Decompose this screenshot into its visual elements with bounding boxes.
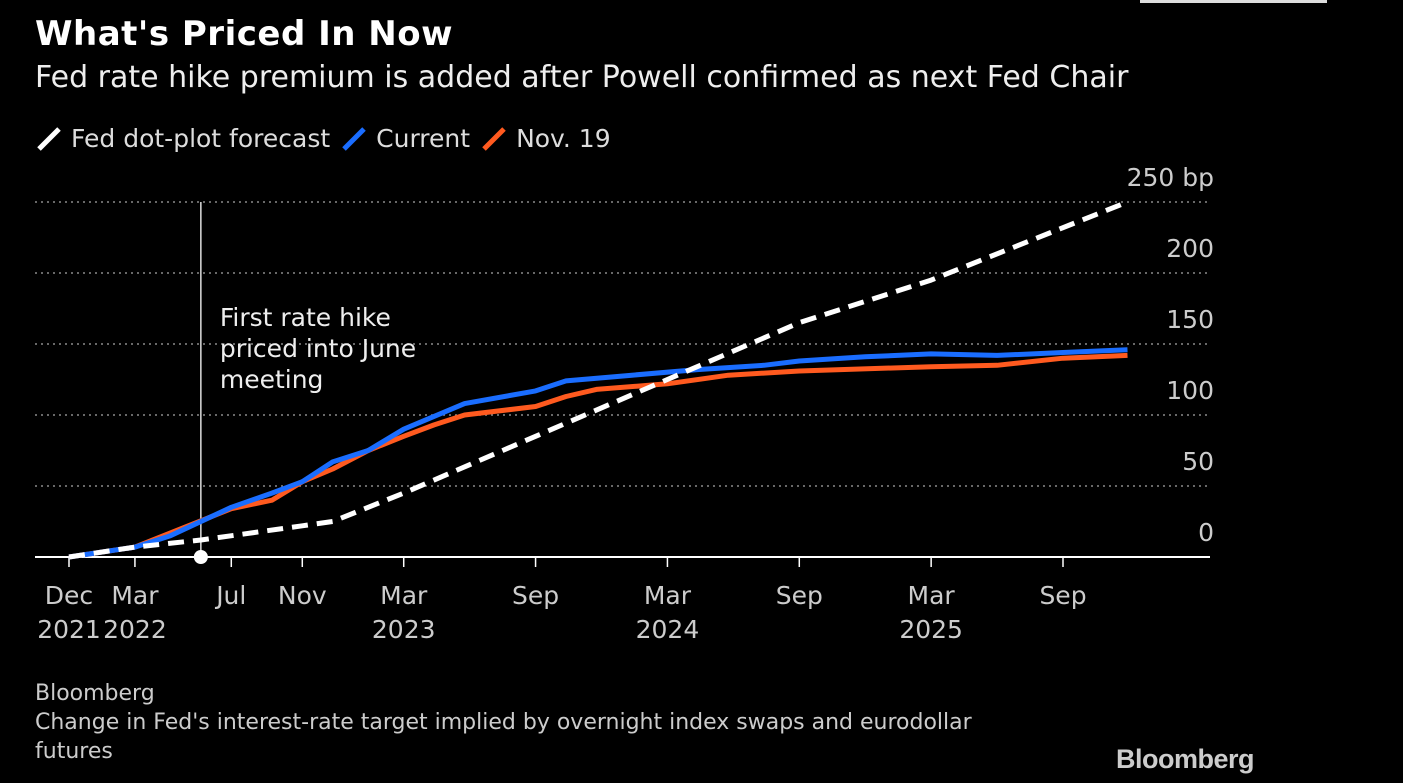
y-tick-label: 0 — [1198, 518, 1214, 547]
x-tick-year-label: 2025 — [899, 615, 963, 644]
top-rule — [1140, 0, 1327, 3]
annotation-text: meeting — [220, 365, 324, 394]
x-tick-label: Jul — [214, 581, 246, 610]
footnote: Change in Fed's interest-rate target imp… — [35, 710, 972, 764]
legend-swatch-dot-plot — [35, 125, 63, 153]
annotation-text: First rate hike — [220, 303, 391, 332]
x-tick-label: Sep — [776, 581, 823, 610]
legend-item-dot-plot: Fed dot-plot forecast — [35, 124, 330, 153]
y-tick-label: 100 — [1166, 376, 1214, 405]
x-tick-label: Mar — [380, 581, 428, 610]
x-tick-label: Mar — [644, 581, 692, 610]
y-tick-label: 200 — [1166, 234, 1214, 263]
x-tick-label: Mar — [111, 581, 159, 610]
chart-legend: Fed dot-plot forecast Current Nov. 19 — [35, 124, 621, 153]
series-line-dot-plot — [68, 199, 1129, 560]
x-tick-year-label: 2021 — [37, 615, 101, 644]
x-tick-label: Dec — [45, 581, 93, 610]
series-line-nov19 — [68, 352, 1128, 560]
legend-item-nov19: Nov. 19 — [480, 124, 611, 153]
x-tick-year-label: 2024 — [636, 615, 700, 644]
x-tick-label: Sep — [512, 581, 559, 610]
series-line-current — [68, 347, 1128, 560]
y-tick-label: 50 — [1182, 447, 1214, 476]
x-tick-label: Nov — [278, 581, 327, 610]
legend-item-current: Current — [340, 124, 470, 153]
legend-swatch-current — [340, 125, 368, 153]
legend-label-nov19: Nov. 19 — [516, 124, 611, 153]
y-tick-label: 150 — [1166, 305, 1214, 334]
chart-subtitle: Fed rate hike premium is added after Pow… — [35, 60, 1129, 95]
bloomberg-logo: Bloomberg — [1116, 744, 1255, 774]
annotation-marker — [193, 550, 208, 564]
legend-label-current: Current — [376, 124, 471, 153]
x-tick-year-label: 2022 — [103, 615, 167, 644]
x-tick-year-label: 2023 — [372, 615, 436, 644]
legend-label-dot-plot: Fed dot-plot forecast — [71, 124, 331, 153]
x-tick-label: Sep — [1039, 581, 1086, 610]
source-label: Bloomberg — [35, 681, 155, 706]
legend-swatch-nov19 — [480, 125, 508, 153]
x-tick-label: Mar — [908, 581, 956, 610]
annotation-text: priced into June — [220, 334, 416, 363]
chart-title: What's Priced In Now — [35, 14, 454, 54]
y-tick-label: 250 bp — [1127, 163, 1214, 192]
